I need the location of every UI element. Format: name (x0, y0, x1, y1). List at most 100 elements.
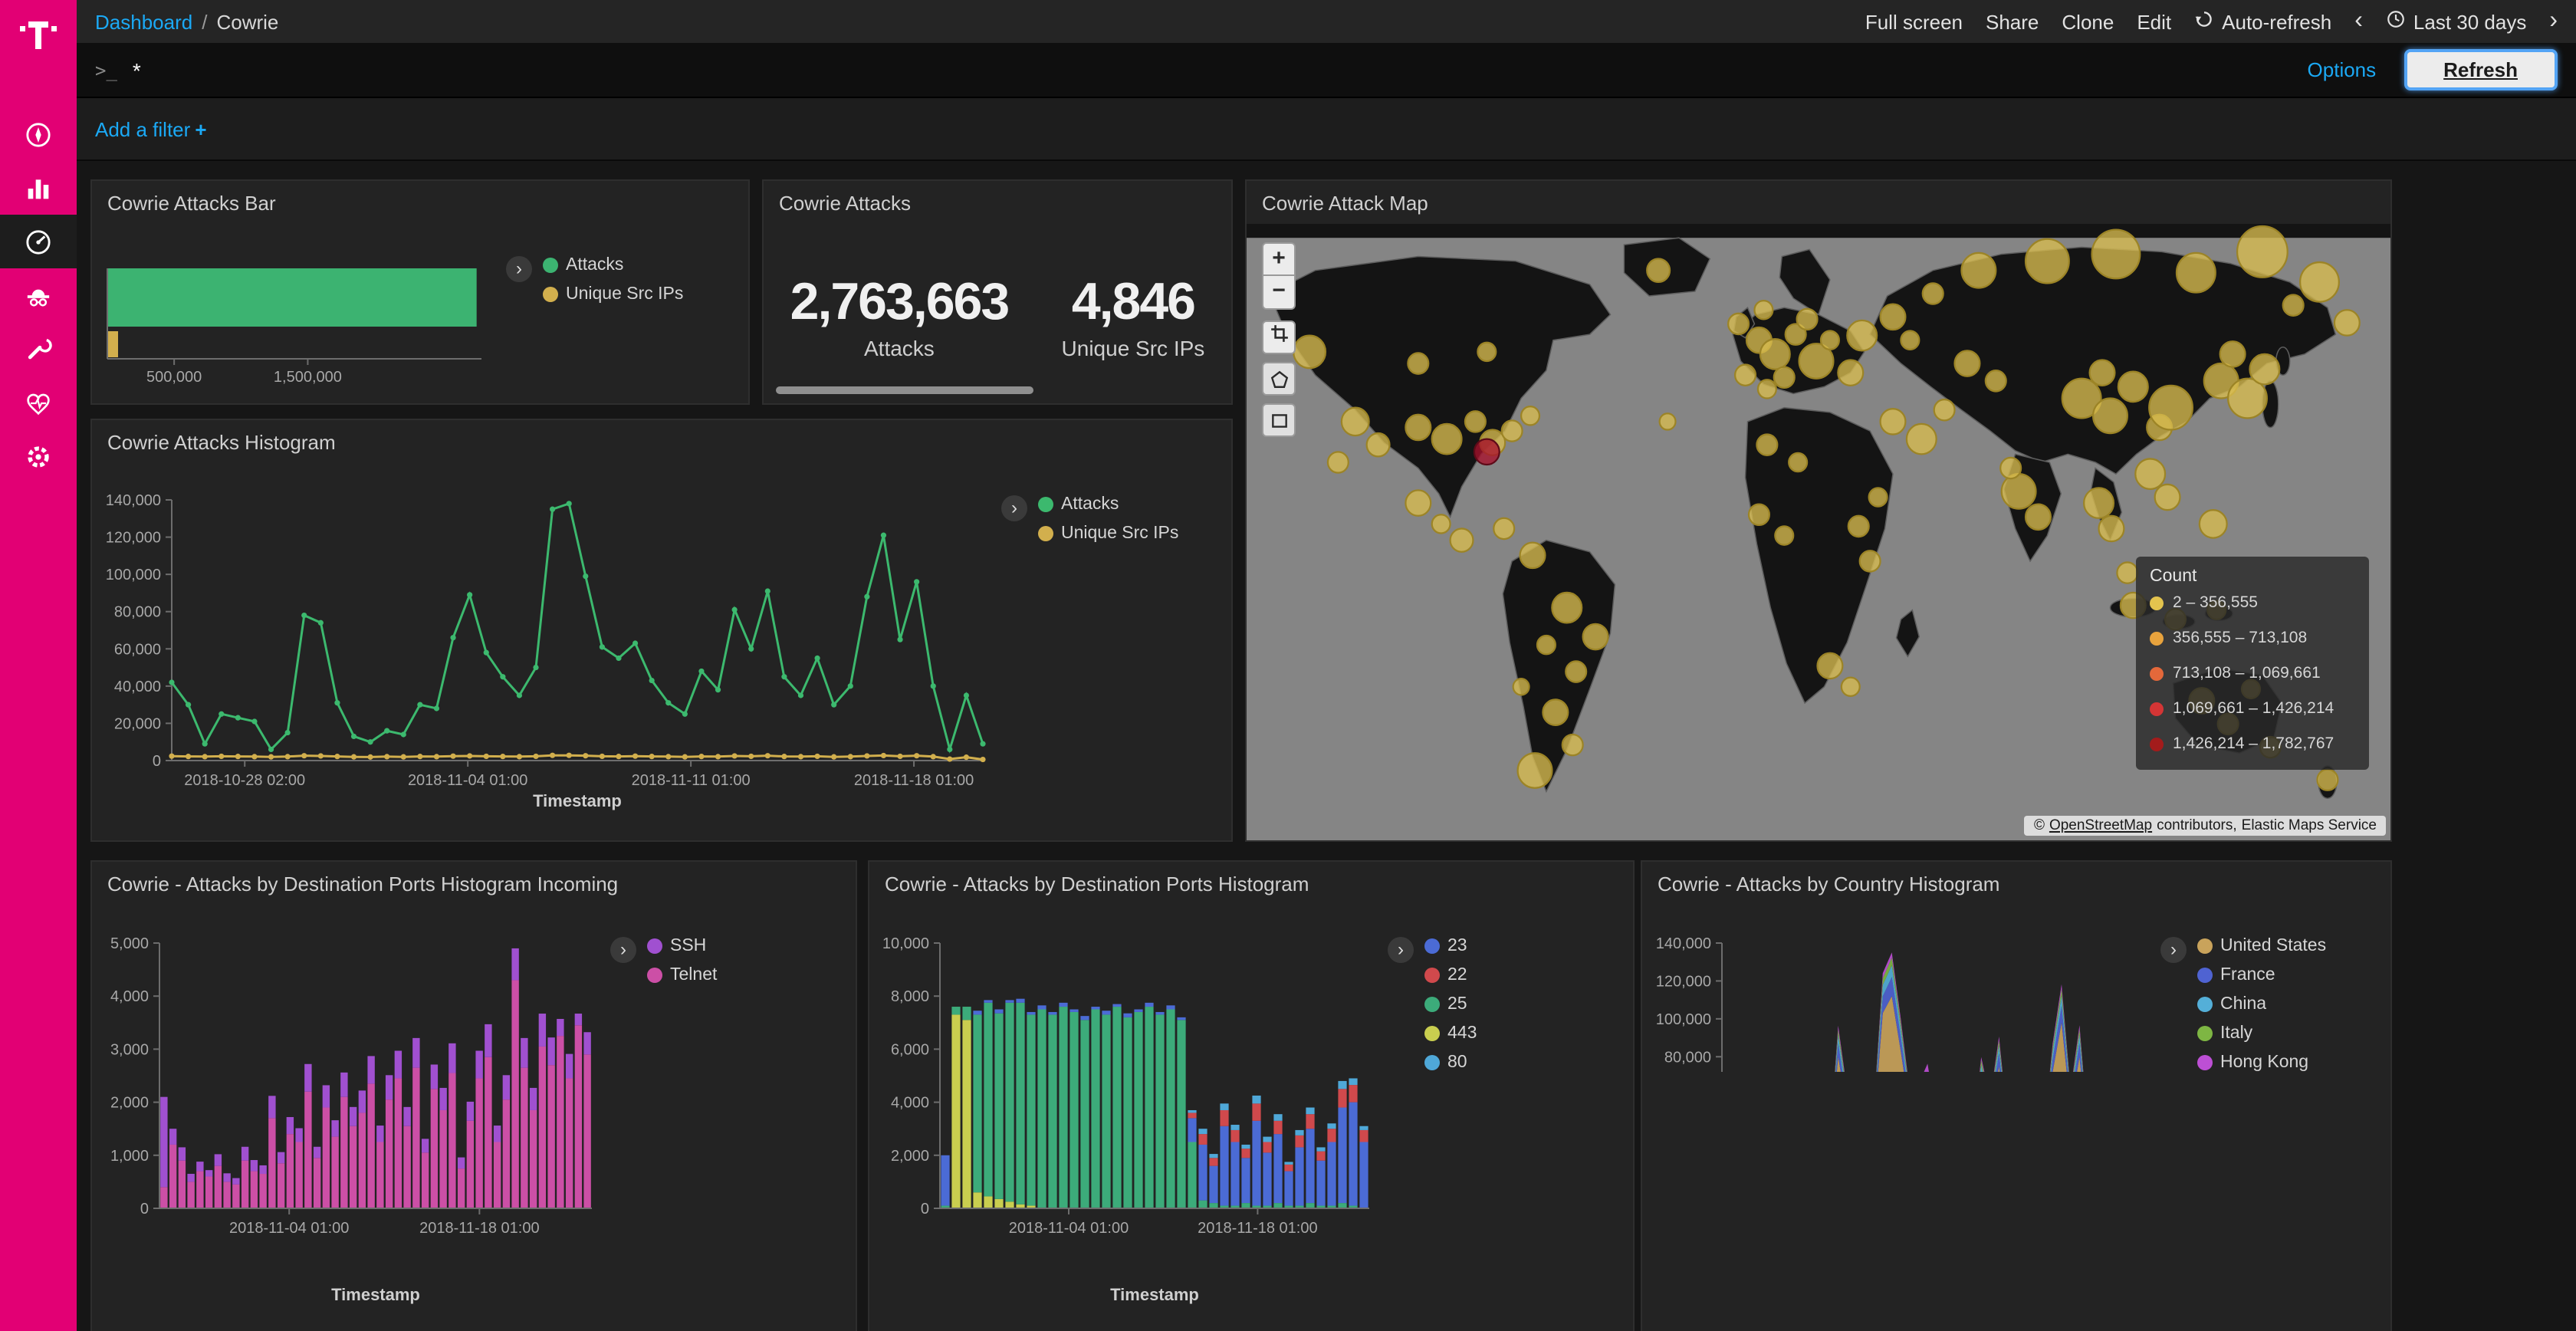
tmobile-logo[interactable] (0, 0, 77, 67)
ports-incoming-chart[interactable]: 0 1,000 2,000 3,000 4,000 5,000 2018-11-04 01:… (92, 905, 610, 1331)
query-input[interactable] (132, 58, 2280, 82)
legend-dot (1424, 1055, 1440, 1070)
zoom-out-button[interactable]: − (1262, 276, 1296, 310)
metric-label: Attacks (864, 336, 935, 360)
legend-label: Italy (2220, 1024, 2253, 1043)
legend-item[interactable]: France (2197, 966, 2326, 984)
legend-label: 1,426,214 – 1,782,767 (2173, 735, 2334, 753)
legend-item[interactable]: 2 – 356,555 (2150, 593, 2355, 612)
legend-item[interactable]: 1,426,214 – 1,782,767 (2150, 735, 2355, 753)
refresh-button[interactable]: Refresh (2404, 49, 2558, 90)
edit-button[interactable]: Edit (2137, 10, 2172, 33)
legend-label: Unique Src IPs (1061, 524, 1179, 543)
legend-item[interactable]: Attacks (1038, 495, 1178, 514)
legend-item[interactable]: 23 (1424, 937, 1477, 955)
main-area: Dashboard / Cowrie Full screen Share Clo… (77, 0, 2576, 1331)
auto-refresh-button[interactable]: Auto-refresh (2194, 9, 2331, 34)
legend-item[interactable]: Hong Kong (2197, 1053, 2326, 1072)
rectangle-tool-button[interactable] (1262, 403, 1296, 437)
legend-dot (1038, 526, 1053, 541)
svg-text:120,000: 120,000 (1656, 973, 1711, 990)
svg-text:40,000: 40,000 (114, 679, 161, 695)
legend-toggle-icon[interactable]: › (1001, 495, 1027, 521)
sidebar-item-monitoring[interactable] (0, 376, 77, 429)
svg-text:20,000: 20,000 (114, 715, 161, 732)
legend-dot (1424, 1026, 1440, 1041)
legend-item[interactable]: United States (2197, 937, 2326, 955)
legend-label: Attacks (1061, 495, 1119, 514)
legend-toggle-icon[interactable]: › (610, 937, 636, 963)
ports-histogram-chart[interactable]: 0 2,000 4,000 6,000 8,000 10,000 2018-11-04 01… (869, 905, 1388, 1331)
legend-item[interactable]: 356,555 – 713,108 (2150, 629, 2355, 647)
crop-tool-button[interactable] (1262, 320, 1296, 354)
svg-text:Timestamp: Timestamp (533, 791, 622, 810)
svg-text:80,000: 80,000 (1664, 1049, 1711, 1066)
legend-dot (2150, 702, 2164, 715)
clock-icon (2386, 9, 2406, 34)
panel-attacks-metric: Cowrie Attacks 2,763,663 Attacks 4,846 U… (762, 179, 1233, 405)
attack-map[interactable]: + − Count 2 – 356,5 (1247, 224, 2390, 840)
legend-item[interactable]: Italy (2197, 1024, 2326, 1043)
legend-label: China (2220, 995, 2267, 1014)
app-sidebar (0, 0, 77, 1331)
legend-item[interactable]: 22 (1424, 966, 1477, 984)
openstreetmap-link[interactable]: OpenStreetMap (2049, 817, 2153, 834)
share-button[interactable]: Share (1986, 10, 2039, 33)
polygon-tool-button[interactable] (1262, 362, 1296, 396)
legend-label: 356,555 – 713,108 (2173, 629, 2308, 647)
legend-item[interactable]: Attacks (543, 256, 683, 274)
panel-title: Cowrie Attacks Bar (107, 192, 276, 215)
svg-text:Timestamp: Timestamp (331, 1285, 420, 1304)
sidebar-item-dashboard[interactable] (0, 215, 77, 268)
legend-label: SSH (670, 937, 707, 955)
breadcrumb-dashboard[interactable]: Dashboard (95, 10, 193, 33)
legend-item[interactable]: SSH (647, 937, 717, 955)
svg-text:2018-11-18 01:00: 2018-11-18 01:00 (854, 772, 974, 789)
sidebar-item-management[interactable] (0, 429, 77, 483)
breadcrumb-current: Cowrie (216, 10, 279, 33)
legend-item[interactable]: China (2197, 995, 2326, 1014)
horizontal-scrollbar[interactable] (776, 386, 1033, 394)
sidebar-item-visualize[interactable] (0, 161, 77, 215)
time-back-button[interactable]: ‹ (2354, 8, 2363, 34)
sidebar-item-devtools[interactable] (0, 322, 77, 376)
zoom-in-button[interactable]: + (1262, 242, 1296, 276)
full-screen-button[interactable]: Full screen (1865, 10, 1963, 33)
sidebar-item-honeypot[interactable] (0, 268, 77, 322)
country-histogram-chart[interactable]: 020,00040,00060,00080,000100,000120,0001… (1642, 905, 2160, 1072)
attacks-histogram-chart[interactable]: 0 20,000 40,000 60,000 80,000 100,000 120,000 1… (92, 463, 1001, 840)
legend-label: Telnet (670, 966, 718, 984)
sidebar-item-discover[interactable] (0, 107, 77, 161)
chart-legend: › 23 22 25 443 80 (1388, 905, 1633, 1331)
legend-item[interactable]: Unique Src IPs (1038, 524, 1178, 543)
legend-toggle-icon[interactable]: › (1388, 937, 1414, 963)
add-filter-link[interactable]: Add a filter + (95, 117, 207, 140)
clone-button[interactable]: Clone (2062, 10, 2114, 33)
top-navbar: Dashboard / Cowrie Full screen Share Clo… (77, 0, 2576, 43)
refresh-cycle-icon (2194, 9, 2214, 34)
options-link[interactable]: Options (2307, 58, 2377, 81)
legend-toggle-icon[interactable]: › (2160, 937, 2187, 963)
time-forward-button[interactable]: › (2549, 8, 2558, 34)
legend-dot (2197, 997, 2213, 1012)
attacks-bar-chart[interactable]: 500,000 1,500,000 (92, 224, 506, 403)
panel-title: Cowrie - Attacks by Country Histogram (1658, 873, 2000, 896)
legend-dot (647, 938, 662, 954)
panel-country-histogram: Cowrie - Attacks by Country Histogram 02… (1641, 860, 2392, 1331)
legend-item[interactable]: Unique Src IPs (543, 285, 683, 304)
legend-item[interactable]: 443 (1424, 1024, 1477, 1043)
heartbeat-icon (23, 387, 54, 418)
legend-item[interactable]: 80 (1424, 1053, 1477, 1072)
legend-item[interactable]: 1,069,661 – 1,426,214 (2150, 699, 2355, 718)
legend-item[interactable]: Telnet (647, 966, 717, 984)
chart-legend: › United States France China Italy Hong Kong (2160, 905, 2390, 1072)
legend-label: 2 – 356,555 (2173, 593, 2258, 612)
legend-item[interactable]: 713,108 – 1,069,661 (2150, 664, 2355, 682)
legend-label: Hong Kong (2220, 1053, 2309, 1072)
legend-item[interactable]: 25 (1424, 995, 1477, 1014)
metric-attacks: 2,763,663 Attacks (790, 273, 1010, 360)
legend-label: 23 (1447, 937, 1467, 955)
legend-toggle-icon[interactable]: › (506, 256, 532, 282)
time-picker-button[interactable]: Last 30 days (2386, 9, 2526, 34)
svg-text:60,000: 60,000 (114, 641, 161, 658)
